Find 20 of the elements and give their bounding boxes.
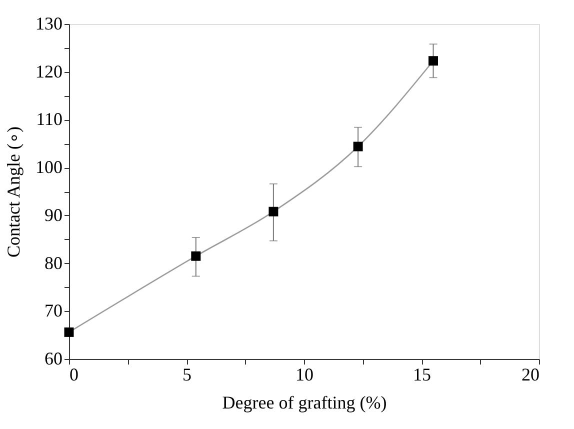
- point: [353, 142, 363, 152]
- y-axis-title: Contact Angle (∘): [4, 126, 24, 258]
- x-axis-title: Degree of grafting (%): [222, 392, 387, 412]
- y-tick-label: 130: [36, 14, 62, 34]
- y-tick-label: 100: [36, 157, 62, 178]
- y-tick-label: 110: [36, 109, 62, 130]
- x-tick-label: 0: [70, 364, 78, 384]
- y-tick-label: 90: [44, 204, 62, 225]
- x-tick-label: 10: [296, 364, 314, 384]
- x-tick-label: 20: [522, 364, 540, 384]
- point: [268, 206, 278, 216]
- point: [191, 251, 201, 261]
- y-tick-label: 70: [44, 300, 62, 321]
- x-tick-label: 15: [413, 364, 431, 384]
- x-tick-label: 5: [182, 364, 192, 384]
- point: [64, 327, 74, 337]
- y-tick-label: 60: [44, 348, 62, 368]
- point: [428, 56, 438, 66]
- y-tick-label: 120: [36, 61, 62, 82]
- y-tick-label: 80: [44, 252, 62, 273]
